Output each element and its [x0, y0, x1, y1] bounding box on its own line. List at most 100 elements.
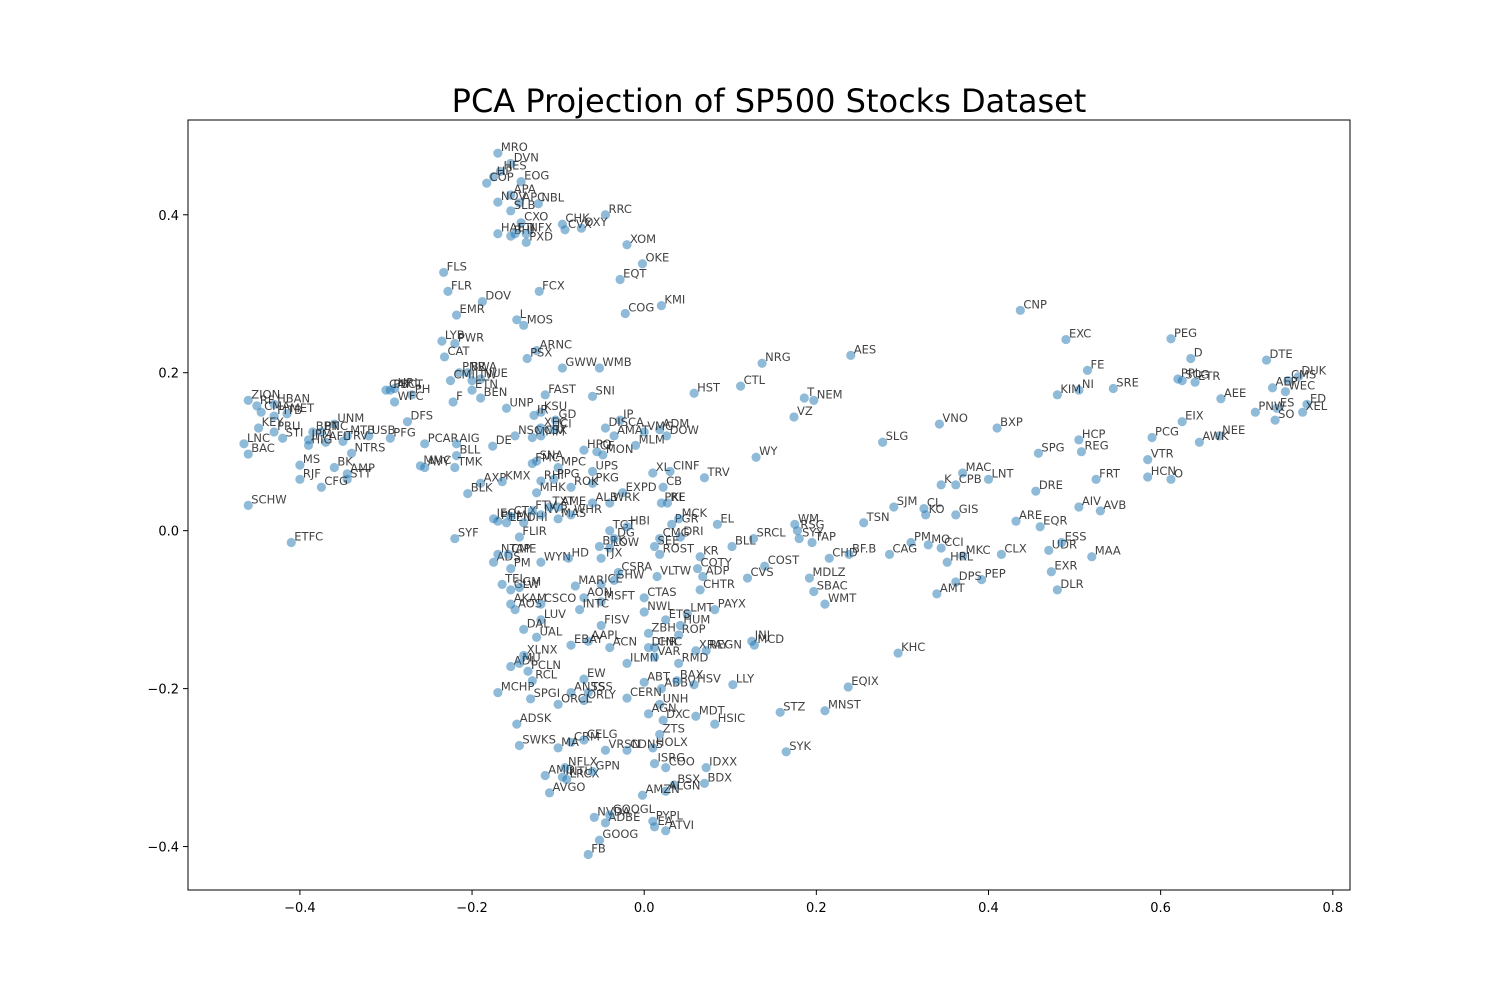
data-point-label: ZBH	[651, 620, 675, 634]
data-point-marker	[253, 423, 264, 433]
data-point: UNH	[655, 691, 688, 710]
data-point-marker	[1190, 377, 1200, 387]
data-point-label: SNI	[596, 383, 615, 397]
data-point-label: AMZN	[645, 782, 679, 796]
data-point: ITW	[467, 368, 497, 386]
data-point-marker	[951, 480, 961, 490]
data-point-marker	[583, 849, 593, 860]
data-point-label: FRT	[1099, 466, 1121, 480]
data-point: FB	[583, 841, 606, 860]
data-point-label: BWA	[471, 360, 497, 374]
data-point-label: HUM	[683, 612, 710, 626]
data-point: DFS	[402, 409, 433, 427]
data-point-marker	[506, 599, 516, 609]
data-point-label: AGN	[651, 701, 676, 715]
data-point-marker	[463, 368, 473, 378]
data-point: VNO	[934, 411, 968, 429]
data-point-label: SRCL	[757, 526, 787, 540]
data-point-label: MNST	[828, 698, 862, 712]
data-point: O	[1166, 466, 1183, 484]
data-point-marker	[385, 385, 395, 395]
data-point-marker	[346, 448, 357, 458]
data-point-label: EQIX	[851, 674, 879, 688]
data-point-label: MAC	[966, 460, 992, 474]
data-point: VZ	[789, 404, 813, 422]
data-point-marker	[527, 676, 537, 686]
data-point-marker	[1302, 399, 1312, 409]
data-point-marker	[691, 711, 701, 721]
data-point: CF	[592, 439, 615, 457]
data-point-label: ROP	[682, 622, 706, 636]
data-point-marker	[519, 650, 529, 661]
data-point-marker	[1076, 447, 1087, 457]
data-point-marker	[566, 510, 576, 520]
data-point-marker	[596, 620, 606, 631]
data-point-marker	[1177, 417, 1187, 427]
data-point-marker	[639, 427, 649, 437]
x-tick-label: 0.0	[634, 901, 655, 916]
data-point: RHI	[536, 468, 564, 486]
data-point: ARE	[1011, 508, 1042, 526]
data-point: ETN	[467, 377, 498, 395]
data-point-label: DRI	[683, 524, 703, 538]
data-point-marker	[889, 502, 899, 512]
data-point: CDNS	[622, 737, 663, 755]
data-point-marker	[728, 680, 738, 690]
data-point-marker	[809, 586, 819, 597]
data-point: XEL	[1298, 399, 1328, 417]
data-point: DUK	[1293, 364, 1327, 382]
data-point-label: XOM	[630, 232, 656, 246]
data-point-label: RCL	[535, 668, 557, 682]
data-point-label: HBI	[630, 514, 650, 528]
data-point-marker	[1177, 376, 1187, 386]
data-point: SPGI	[525, 686, 560, 704]
data-point-marker	[637, 259, 648, 269]
data-point: NI	[1074, 377, 1094, 395]
data-point-label: NWL	[647, 599, 674, 613]
data-point-label: DE	[496, 433, 512, 447]
data-point: TEL	[497, 571, 526, 589]
data-point: MCHP	[493, 680, 534, 698]
data-point: MCD	[749, 632, 784, 650]
data-point-marker	[605, 642, 615, 653]
data-point: ACN	[605, 635, 637, 653]
data-point-marker	[609, 431, 619, 441]
data-point-marker	[1011, 516, 1021, 526]
data-point: KMX	[497, 469, 531, 487]
data-point: JCI	[549, 417, 572, 435]
data-point-marker	[269, 411, 279, 421]
data-point-marker	[846, 350, 856, 360]
data-point-marker	[1143, 472, 1153, 482]
x-tick-label: −0.2	[456, 901, 488, 916]
data-point-marker	[630, 440, 641, 450]
data-point-label: HST	[697, 380, 721, 394]
data-point: ADM	[655, 417, 689, 435]
data-point-marker	[566, 687, 576, 698]
data-point-marker	[695, 585, 705, 595]
data-point: EQT	[615, 267, 647, 285]
data-point: DE	[488, 433, 512, 451]
data-point-label: DFS	[410, 409, 433, 423]
data-point-label: ETN	[475, 377, 498, 391]
data-point-marker	[859, 518, 869, 528]
data-point: ETS	[661, 607, 690, 625]
data-point: KHC	[893, 640, 925, 658]
data-point: DOV	[477, 289, 511, 307]
data-point-label: PRU	[277, 419, 300, 433]
data-point: HBAN	[269, 391, 310, 409]
data-point-marker	[269, 399, 279, 409]
data-point: MET	[282, 401, 315, 419]
data-point-label: MA	[561, 735, 579, 749]
data-point-label: KEY	[262, 415, 285, 429]
data-point-marker	[792, 526, 803, 536]
data-point-label: ALGN	[669, 778, 701, 792]
data-point-label: AMT	[940, 581, 966, 595]
data-point-marker	[560, 225, 570, 235]
data-point: BAC	[243, 441, 275, 459]
data-point-marker	[570, 581, 580, 591]
data-point: TRV	[699, 465, 730, 483]
data-point: MA	[553, 735, 579, 753]
data-point-label: AVGO	[553, 780, 586, 794]
data-point-marker	[536, 476, 546, 486]
data-point-marker	[699, 778, 710, 788]
